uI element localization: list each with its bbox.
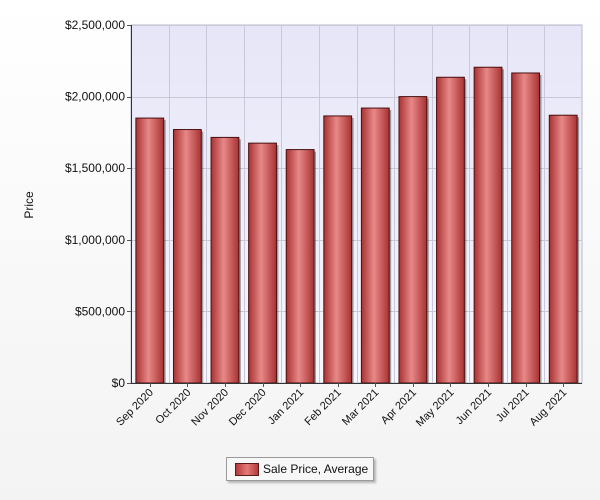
y-tick-label: $1,000,000 [65, 233, 125, 247]
bar [398, 96, 428, 384]
bar [323, 115, 353, 384]
y-tick-label: $1,500,000 [65, 161, 125, 175]
x-tick-label: Oct 2020 [153, 387, 193, 427]
bar [360, 107, 390, 384]
x-tick-label: Aug 2021 [528, 387, 570, 429]
y-tick-label: $2,500,000 [65, 18, 125, 32]
bar [511, 72, 541, 384]
bar [210, 136, 240, 384]
x-tick-label: Mar 2021 [340, 387, 381, 428]
x-tick-label: Feb 2021 [302, 387, 343, 428]
bar [473, 66, 503, 384]
bar [548, 114, 578, 384]
y-axis-title: Price [22, 191, 36, 219]
x-tick-label: May 2021 [414, 387, 457, 430]
x-tick-label: Jan 2021 [266, 387, 306, 427]
legend-swatch [235, 462, 259, 476]
bar [285, 149, 315, 384]
bar [248, 142, 277, 384]
bar [172, 129, 202, 384]
x-tick-label: Jun 2021 [454, 387, 494, 427]
y-tick-label: $2,000,000 [65, 90, 125, 104]
legend-label: Sale Price, Average [263, 462, 369, 476]
x-tick-label: Nov 2020 [189, 387, 231, 429]
bar [135, 117, 165, 384]
x-tick-label: Dec 2020 [227, 387, 269, 429]
bar [436, 76, 465, 384]
chart-legend: Sale Price, Average [226, 457, 374, 481]
y-tick-label: $500,000 [75, 304, 125, 318]
x-tick-label: Jul 2021 [494, 387, 532, 425]
x-tick-label: Sep 2020 [114, 387, 156, 429]
y-tick-label: $0 [112, 376, 126, 390]
plot-area: $0 $500,000 $1,000,000 $1,500,000 $2,000,000… [65, 18, 583, 430]
